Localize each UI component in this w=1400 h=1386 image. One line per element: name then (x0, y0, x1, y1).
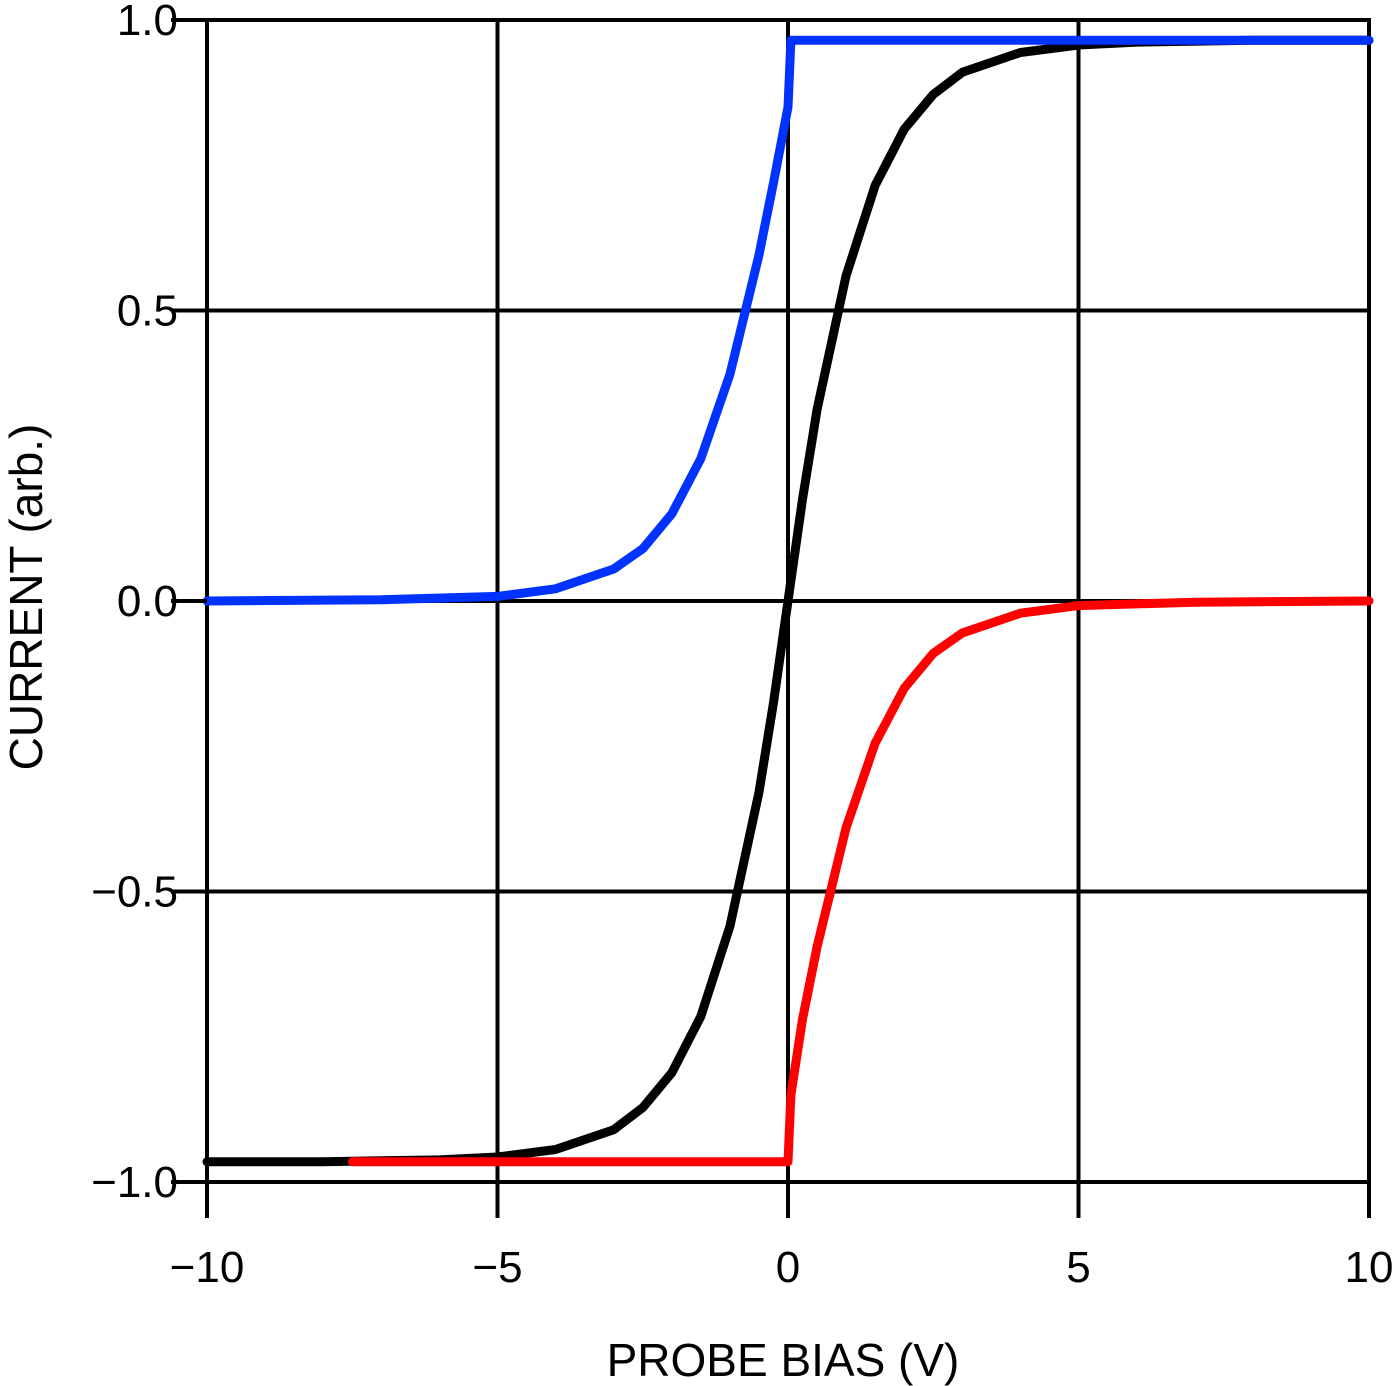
data-series (202, 35, 1374, 1167)
y-tick-label: −1.0 (91, 1158, 178, 1207)
x-tick-label: 5 (1066, 1243, 1090, 1292)
x-tick-label: 0 (776, 1243, 800, 1292)
series-line-1 (202, 35, 1374, 1167)
x-tick-label: −10 (170, 1243, 245, 1292)
x-tick-label: 10 (1345, 1243, 1394, 1292)
y-tick-label: 1.0 (117, 0, 178, 45)
y-tick-label: 0.5 (117, 287, 178, 336)
y-tick-label: 0.0 (117, 577, 178, 626)
series-line-2 (202, 35, 1374, 606)
axis-ticks: −10 −5 0 5 10 1.0 0.5 0.0 −0.5 −1.0 (91, 0, 1393, 1292)
x-axis-title: PROBE BIAS (V) (607, 1334, 960, 1386)
y-axis-title: CURRENT (arb.) (0, 424, 52, 771)
y-tick-label: −0.5 (91, 868, 178, 917)
x-tick-label: −5 (472, 1243, 522, 1292)
series-line-3 (347, 596, 1374, 1167)
